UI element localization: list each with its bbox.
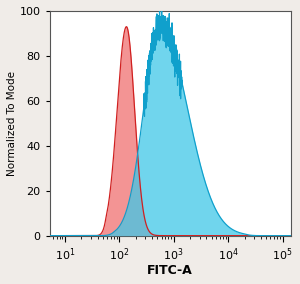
X-axis label: FITC-A: FITC-A xyxy=(147,264,193,277)
Y-axis label: Normalized To Mode: Normalized To Mode xyxy=(7,71,17,176)
